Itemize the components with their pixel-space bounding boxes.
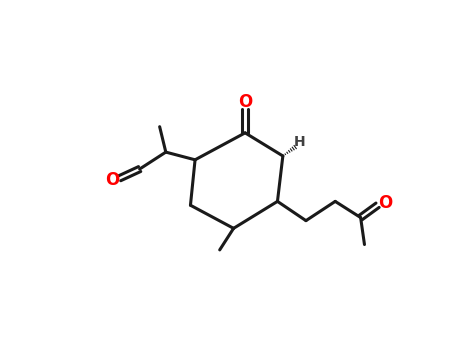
Text: H: H [294,135,306,149]
Text: O: O [378,194,392,212]
Text: O: O [238,93,252,111]
Text: O: O [105,171,119,189]
